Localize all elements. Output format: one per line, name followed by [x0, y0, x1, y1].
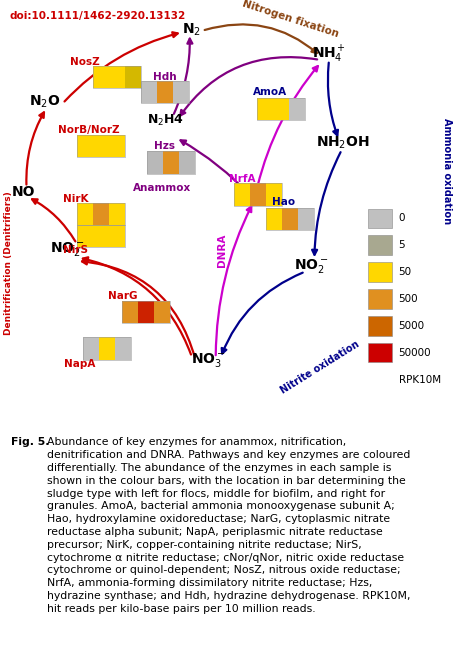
Bar: [289, 98, 305, 120]
Bar: [368, 236, 392, 255]
Bar: [141, 81, 156, 103]
Bar: [76, 202, 92, 225]
Text: Hdh: Hdh: [153, 72, 176, 82]
Text: AmoA: AmoA: [253, 87, 287, 97]
Text: Nitrite oxidation: Nitrite oxidation: [279, 340, 361, 396]
Text: DNRA: DNRA: [217, 234, 227, 267]
Bar: [368, 316, 392, 336]
Bar: [99, 338, 115, 360]
Bar: [368, 343, 392, 362]
Text: NH$_2$OH: NH$_2$OH: [316, 135, 370, 151]
Bar: [109, 66, 124, 88]
Text: N$_2$O: N$_2$O: [29, 93, 60, 110]
Text: Anammox: Anammox: [133, 183, 191, 193]
Bar: [76, 202, 124, 225]
Bar: [164, 151, 179, 174]
Bar: [154, 301, 170, 323]
Bar: [156, 81, 172, 103]
Bar: [298, 208, 314, 230]
Text: Denitrification (Denitrifiers): Denitrification (Denitrifiers): [4, 191, 13, 335]
Bar: [147, 151, 163, 174]
Text: Ammonia oxidation: Ammonia oxidation: [442, 118, 452, 224]
Text: NapA: NapA: [64, 359, 96, 370]
Text: NO$_2^-$: NO$_2^-$: [294, 257, 329, 275]
Text: NosZ: NosZ: [69, 57, 100, 67]
Bar: [92, 135, 109, 157]
Text: 5000: 5000: [399, 321, 425, 331]
Text: N$_2$H4: N$_2$H4: [147, 113, 185, 128]
Text: RPK10M: RPK10M: [399, 375, 441, 385]
Bar: [173, 81, 188, 103]
Bar: [76, 225, 124, 247]
Bar: [234, 183, 250, 206]
Text: NirS: NirS: [63, 246, 88, 255]
Bar: [141, 81, 188, 103]
Bar: [92, 202, 109, 225]
Text: Abundance of key enzymes for anammox, nitrification,
denitrification and DNRA. P: Abundance of key enzymes for anammox, ni…: [48, 438, 411, 614]
Bar: [109, 225, 124, 247]
Bar: [257, 98, 305, 120]
Bar: [179, 151, 195, 174]
Bar: [83, 338, 132, 360]
Bar: [257, 98, 273, 120]
Bar: [122, 301, 138, 323]
Bar: [138, 301, 154, 323]
Bar: [368, 289, 392, 309]
Bar: [234, 183, 282, 206]
Bar: [368, 208, 392, 228]
Text: NO$_2^-$: NO$_2^-$: [50, 240, 85, 258]
Bar: [273, 98, 289, 120]
Bar: [92, 66, 109, 88]
Text: NO: NO: [12, 185, 36, 199]
Text: NH$_4^+$: NH$_4^+$: [312, 44, 346, 65]
Bar: [368, 263, 392, 281]
Text: doi:10.1111/1462-2920.13132: doi:10.1111/1462-2920.13132: [9, 11, 186, 21]
Text: NrfA: NrfA: [229, 174, 255, 183]
Bar: [109, 135, 124, 157]
Text: 500: 500: [399, 294, 418, 304]
Text: NO$_3^-$: NO$_3^-$: [191, 351, 225, 369]
Text: Hzs: Hzs: [154, 141, 175, 151]
Bar: [122, 301, 170, 323]
Text: N$_2$: N$_2$: [182, 22, 202, 38]
Bar: [109, 202, 124, 225]
Bar: [76, 135, 92, 157]
Text: 50: 50: [399, 267, 412, 277]
Bar: [266, 183, 282, 206]
Bar: [282, 208, 298, 230]
Bar: [83, 338, 100, 360]
Bar: [76, 225, 92, 247]
Text: Nitrogen fixation: Nitrogen fixation: [241, 0, 340, 40]
Text: NirK: NirK: [63, 194, 88, 204]
Bar: [147, 151, 195, 174]
Bar: [92, 66, 141, 88]
Bar: [115, 338, 132, 360]
Bar: [266, 208, 282, 230]
Text: Fig. 5.: Fig. 5.: [11, 438, 50, 447]
Text: 0: 0: [399, 213, 405, 223]
Bar: [92, 225, 109, 247]
Text: 5: 5: [399, 240, 405, 250]
Text: NarG: NarG: [108, 291, 137, 301]
Text: NorB/NorZ: NorB/NorZ: [58, 125, 120, 135]
Text: Hao: Hao: [272, 197, 295, 207]
Bar: [76, 135, 124, 157]
Bar: [250, 183, 266, 206]
Text: 50000: 50000: [399, 348, 431, 358]
Bar: [124, 66, 141, 88]
Bar: [266, 208, 314, 230]
